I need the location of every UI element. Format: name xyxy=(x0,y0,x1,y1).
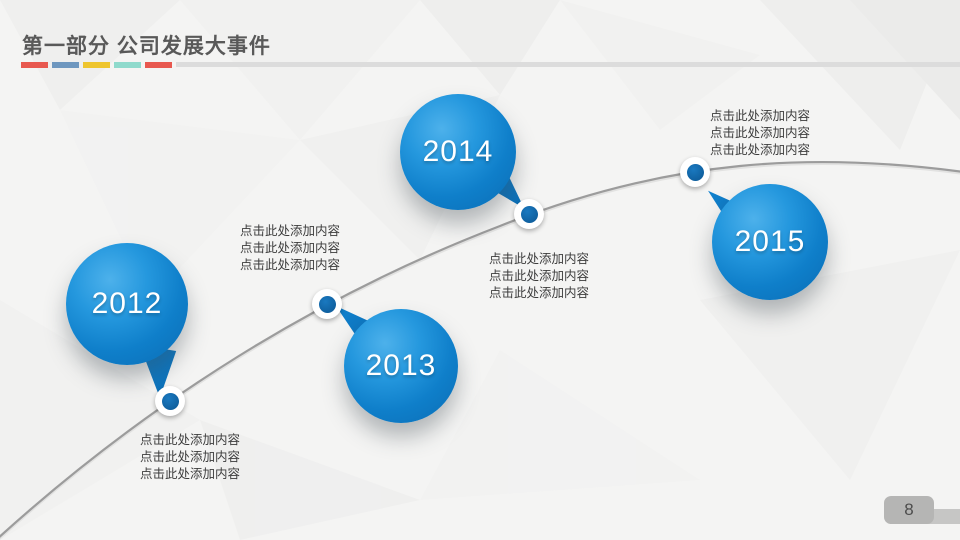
year-label-2012: 2012 xyxy=(91,287,163,320)
event-bubble-2012[interactable]: 2012 xyxy=(66,243,188,365)
event-bubble-2013[interactable]: 2013 xyxy=(344,309,458,423)
timeline-dot-2013 xyxy=(312,289,342,319)
page-number: 8 xyxy=(904,500,914,519)
placeholder-line[interactable]: 点击此处添加内容 xyxy=(710,126,811,140)
dash-red-2 xyxy=(145,62,172,68)
placeholder-line[interactable]: 点击此处添加内容 xyxy=(140,450,241,464)
timeline-dot-2015 xyxy=(680,157,710,187)
dot-inner xyxy=(318,295,336,313)
dot-inner xyxy=(520,205,538,223)
placeholder-line[interactable]: 点击此处添加内容 xyxy=(240,241,341,255)
placeholder-line[interactable]: 点击此处添加内容 xyxy=(489,252,590,266)
year-label-2015: 2015 xyxy=(734,225,806,258)
event-text-2015[interactable]: 点击此处添加内容 点击此处添加内容 点击此处添加内容 xyxy=(710,108,810,159)
dash-yellow xyxy=(83,62,110,68)
event-bubble-2014[interactable]: 2014 xyxy=(400,94,516,210)
placeholder-line[interactable]: 点击此处添加内容 xyxy=(710,143,811,157)
dash-blue xyxy=(52,62,79,68)
event-text-2014[interactable]: 点击此处添加内容 点击此处添加内容 点击此处添加内容 xyxy=(489,251,589,302)
timeline-dot-2012 xyxy=(155,386,185,416)
placeholder-line[interactable]: 点击此处添加内容 xyxy=(240,224,341,238)
event-text-2013[interactable]: 点击此处添加内容 点击此处添加内容 点击此处添加内容 xyxy=(240,223,340,274)
timeline-dot-2014 xyxy=(514,199,544,229)
placeholder-line[interactable]: 点击此处添加内容 xyxy=(140,433,241,447)
placeholder-line[interactable]: 点击此处添加内容 xyxy=(240,258,341,272)
slide-title: 第一部分 公司发展大事件 xyxy=(22,35,271,58)
placeholder-line[interactable]: 点击此处添加内容 xyxy=(710,109,811,123)
placeholder-line[interactable]: 点击此处添加内容 xyxy=(489,269,590,283)
event-bubble-2015[interactable]: 2015 xyxy=(712,184,828,300)
event-text-2012[interactable]: 点击此处添加内容 点击此处添加内容 点击此处添加内容 xyxy=(140,432,240,483)
placeholder-line[interactable]: 点击此处添加内容 xyxy=(489,286,590,300)
dot-inner xyxy=(686,163,704,181)
year-label-2014: 2014 xyxy=(422,135,494,168)
page-number-badge: 8 xyxy=(884,496,934,524)
year-label-2013: 2013 xyxy=(365,349,437,382)
placeholder-line[interactable]: 点击此处添加内容 xyxy=(140,467,241,481)
dash-red-1 xyxy=(21,62,48,68)
title-underline-dashes xyxy=(0,62,960,68)
header-rule-line xyxy=(176,62,960,67)
dash-teal xyxy=(114,62,141,68)
dot-inner xyxy=(161,392,179,410)
